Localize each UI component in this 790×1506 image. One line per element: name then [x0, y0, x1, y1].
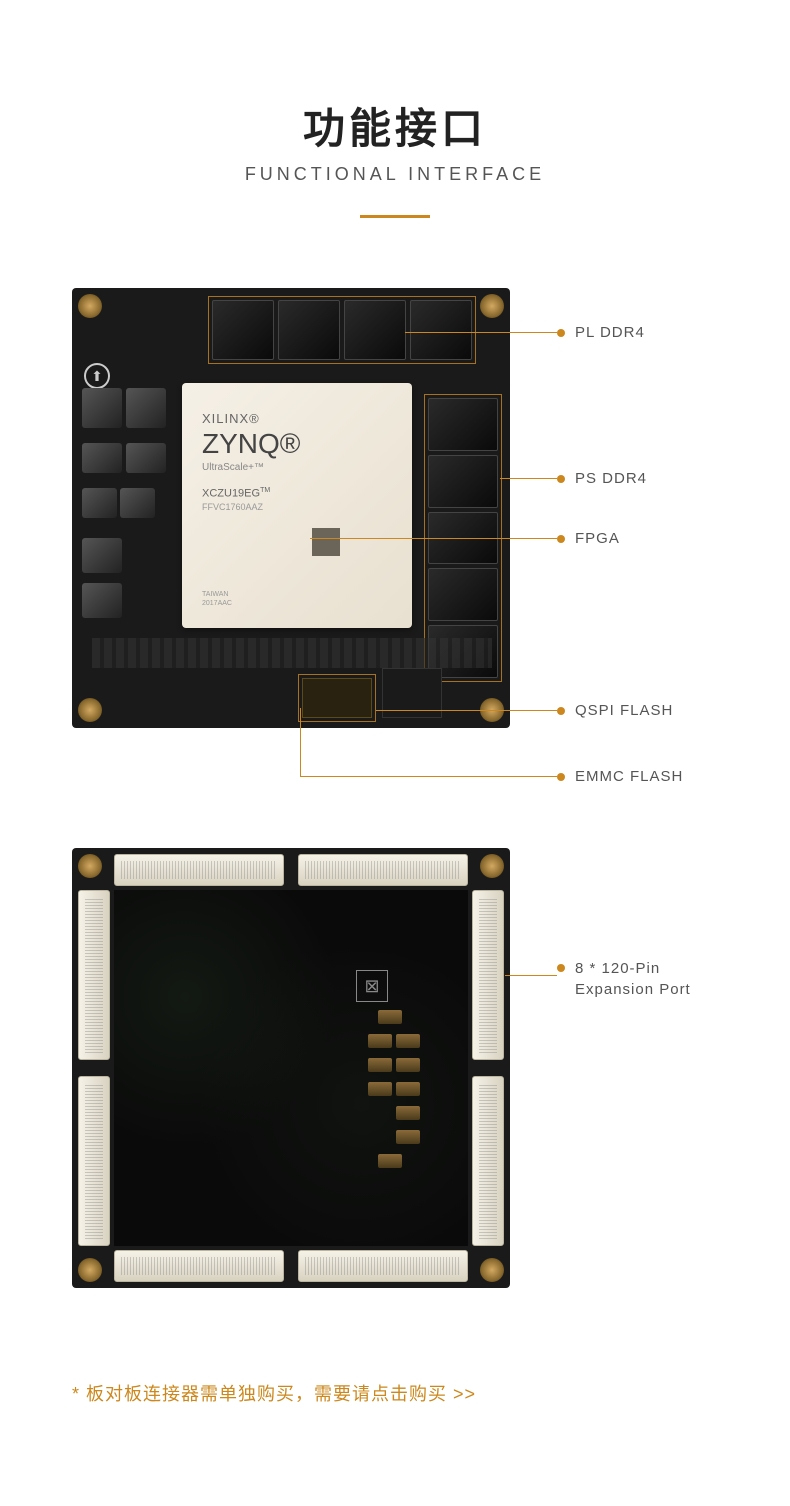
capacitor-icon	[368, 1058, 392, 1072]
dot-icon	[557, 964, 565, 972]
title-chinese: 功能接口	[0, 95, 790, 156]
callout-label: 8 * 120-Pin Expansion Port	[575, 958, 691, 1000]
dot-icon	[557, 773, 565, 781]
callout-label: EMMC FLASH	[575, 768, 683, 785]
expansion-connector	[114, 1250, 284, 1282]
screw-hole-icon	[78, 294, 102, 318]
capacitor-icon	[378, 1154, 402, 1168]
expansion-connector	[472, 890, 504, 1060]
leader-line	[310, 538, 557, 539]
capacitor-cluster	[348, 1010, 428, 1190]
inductor-icon	[82, 538, 122, 573]
callout-ps-ddr4: PS DDR4	[557, 470, 647, 487]
inductor-icon	[82, 443, 122, 473]
fpga-brand: XILINX®	[202, 411, 392, 426]
dot-icon	[557, 475, 565, 483]
leader-line	[300, 776, 557, 777]
inductor-icon	[126, 443, 166, 473]
leader-line	[500, 478, 557, 479]
callout-label: QSPI FLASH	[575, 702, 673, 719]
divider-line	[360, 215, 430, 218]
board-back: ⊠	[72, 848, 510, 1288]
capacitor-icon	[396, 1034, 420, 1048]
capacitor-icon	[396, 1082, 420, 1096]
expansion-connector	[472, 1076, 504, 1246]
capacitor-icon	[378, 1010, 402, 1024]
leader-line	[405, 332, 557, 333]
no-dispose-icon: ⊠	[356, 970, 388, 1002]
leader-line	[376, 710, 557, 711]
callout-label: FPGA	[575, 530, 620, 547]
expansion-connector	[78, 890, 110, 1060]
capacitor-icon	[396, 1106, 420, 1120]
screw-hole-icon	[78, 1258, 102, 1282]
capacitor-icon	[396, 1130, 420, 1144]
inductor-icon	[82, 388, 122, 428]
screw-hole-icon	[480, 854, 504, 878]
inductor-icon	[82, 488, 117, 518]
callout-pl-ddr4: PL DDR4	[557, 324, 645, 341]
callout-label: PL DDR4	[575, 324, 645, 341]
fpga-part: FFVC1760AAZ	[202, 502, 392, 512]
inductor-icon	[126, 388, 166, 428]
pcb-surface: ⊠	[114, 890, 468, 1246]
expansion-connector	[78, 1076, 110, 1246]
header: 功能接口 FUNCTIONAL INTERFACE	[0, 0, 790, 218]
fpga-subtitle: UltraScale+™	[202, 462, 392, 473]
fpga-origin: TAIWAN 2017AAC	[202, 591, 232, 608]
screw-hole-icon	[480, 294, 504, 318]
fpga-die-icon	[312, 528, 340, 556]
left-components	[82, 388, 172, 628]
leader-line	[300, 708, 301, 777]
callout-expansion: 8 * 120-Pin Expansion Port	[557, 958, 691, 1000]
fpga-model: XCZU19EGTM	[202, 487, 392, 500]
board-front: ⬆ XILINX® ZYNQ® UltraScale+™ XCZU19EGTM …	[72, 288, 510, 728]
expansion-connector	[298, 1250, 468, 1282]
capacitor-icon	[368, 1034, 392, 1048]
callout-label: PS DDR4	[575, 470, 647, 487]
highlight-qspi	[298, 674, 376, 722]
inductor-icon	[82, 583, 122, 618]
capacitor-icon	[396, 1058, 420, 1072]
capacitor-icon	[368, 1082, 392, 1096]
callout-fpga: FPGA	[557, 530, 620, 547]
arrow-up-icon: ⬆	[84, 363, 110, 389]
screw-hole-icon	[480, 1258, 504, 1282]
inductor-icon	[120, 488, 155, 518]
highlight-pl-ddr4	[208, 296, 476, 364]
expansion-connector	[298, 854, 468, 886]
smd-row	[92, 638, 492, 668]
dot-icon	[557, 707, 565, 715]
expansion-connector	[114, 854, 284, 886]
leader-line	[505, 975, 557, 976]
footnote-link[interactable]: * 板对板连接器需单独购买，需要请点击购买 >>	[72, 1380, 476, 1406]
dot-icon	[557, 535, 565, 543]
screw-hole-icon	[78, 698, 102, 722]
dot-icon	[557, 329, 565, 337]
callout-emmc: EMMC FLASH	[557, 768, 683, 785]
callout-qspi: QSPI FLASH	[557, 702, 673, 719]
screw-hole-icon	[78, 854, 102, 878]
fpga-name: ZYNQ®	[202, 428, 392, 460]
fpga-chip: XILINX® ZYNQ® UltraScale+™ XCZU19EGTM FF…	[182, 383, 412, 628]
title-english: FUNCTIONAL INTERFACE	[0, 164, 790, 185]
